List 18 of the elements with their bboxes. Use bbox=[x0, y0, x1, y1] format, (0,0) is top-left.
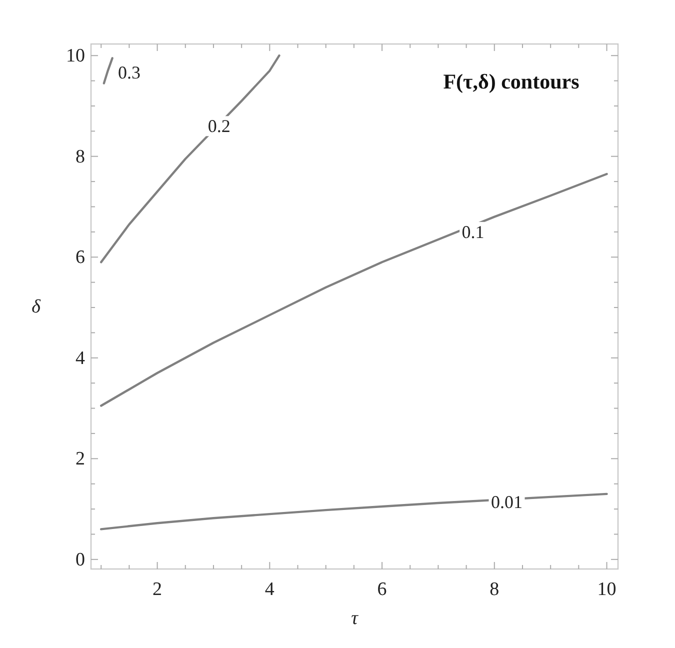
x-tick-label: 8 bbox=[490, 579, 500, 600]
text: F(τ,δ) contours bbox=[443, 69, 580, 94]
x-tick-label: 6 bbox=[377, 579, 387, 600]
x-axis-title: τ bbox=[351, 608, 360, 629]
y-tick-label: 4 bbox=[76, 348, 86, 369]
y-tick-label: 0 bbox=[76, 549, 85, 570]
x-tick-label: 2 bbox=[152, 579, 162, 600]
y-tick-label: 10 bbox=[66, 46, 85, 67]
y-tick-label: 6 bbox=[76, 247, 85, 268]
x-tick-label: 10 bbox=[597, 579, 616, 600]
y-tick-label: 8 bbox=[76, 146, 85, 168]
annotation: 0.1 bbox=[462, 222, 484, 242]
annotation: 0.2 bbox=[208, 116, 230, 136]
x-tick-label: 4 bbox=[264, 579, 275, 600]
annotation: 0.3 bbox=[118, 62, 140, 83]
annotation: 0.01 bbox=[491, 492, 523, 512]
y-tick-label: 2 bbox=[76, 448, 85, 470]
y-axis-title: δ bbox=[32, 296, 42, 318]
